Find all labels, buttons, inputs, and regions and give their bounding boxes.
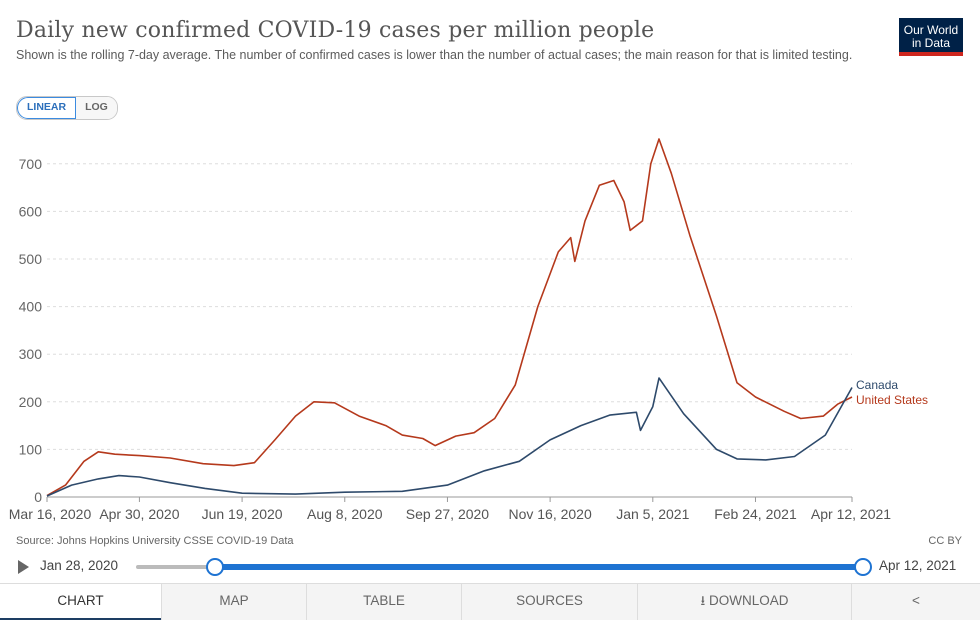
tab-download[interactable]: ⭳ DOWNLOAD <box>637 584 851 620</box>
x-tick-label: Aug 8, 2020 <box>307 506 383 522</box>
license-link[interactable]: CC BY <box>928 535 962 547</box>
log-scale-button[interactable]: LOG <box>76 97 117 119</box>
line-chart: 0 100 200 300 400 500 600 700 Mar 16, 2020 Apr 30… <box>9 138 928 522</box>
timeline-selected-range <box>215 564 863 570</box>
y-tick-label: 200 <box>19 394 43 410</box>
series-label: Canada <box>856 378 898 392</box>
tab-table[interactable]: TABLE <box>306 584 461 620</box>
x-tick-label: Apr 12, 2021 <box>811 506 891 522</box>
y-tick-label: 100 <box>19 441 43 457</box>
play-icon[interactable] <box>18 560 29 574</box>
x-tick-label: Nov 16, 2020 <box>508 506 591 522</box>
y-tick-label: 0 <box>34 489 42 505</box>
x-tick-label: Jan 5, 2021 <box>616 506 689 522</box>
tab-map[interactable]: MAP <box>161 584 306 620</box>
timeline: Jan 28, 2020 Apr 12, 2021 <box>0 553 980 581</box>
series-label: United States <box>856 393 928 407</box>
tab-sources[interactable]: SOURCES <box>461 584 637 620</box>
tab-share[interactable]: < <box>851 584 980 620</box>
y-tick-label: 600 <box>19 203 43 219</box>
timeline-start-label: Jan 28, 2020 <box>40 558 119 573</box>
owid-logo[interactable]: Our World in Data <box>899 18 963 56</box>
y-tick-label: 500 <box>19 251 43 267</box>
y-tick-label: 400 <box>19 299 43 315</box>
x-tick-label: Apr 30, 2020 <box>99 506 179 522</box>
y-tick-label: 300 <box>19 346 43 362</box>
series-line-canada <box>46 377 853 497</box>
timeline-end-handle[interactable] <box>854 558 872 576</box>
chart-title: Daily new confirmed COVID-19 cases per m… <box>16 18 655 43</box>
x-tick-label: Mar 16, 2020 <box>9 506 92 522</box>
x-tick-label: Jun 19, 2020 <box>202 506 283 522</box>
tab-download-label: DOWNLOAD <box>708 593 789 608</box>
y-tick-label: 700 <box>19 156 43 172</box>
x-tick-label: Sep 27, 2020 <box>406 506 490 522</box>
source-note[interactable]: Source: Johns Hopkins University CSSE CO… <box>16 535 294 547</box>
scale-toggle: LINEAR LOG <box>16 96 118 120</box>
linear-scale-button[interactable]: LINEAR <box>17 97 77 119</box>
tab-chart[interactable]: CHART <box>0 584 161 620</box>
download-icon: ⭳ <box>700 593 706 608</box>
share-icon: < <box>912 593 920 608</box>
logo-line-1: Our World <box>903 23 959 37</box>
series-line-united-states <box>46 138 853 497</box>
timeline-end-label: Apr 12, 2021 <box>879 558 957 573</box>
tab-bar: CHART MAP TABLE SOURCES ⭳ DOWNLOAD < <box>0 583 980 620</box>
x-tick-label: Feb 24, 2021 <box>714 506 797 522</box>
chart-subtitle: Shown is the rolling 7-day average. The … <box>16 48 853 62</box>
logo-line-2: in Data <box>911 36 951 50</box>
timeline-start-handle[interactable] <box>206 558 224 576</box>
